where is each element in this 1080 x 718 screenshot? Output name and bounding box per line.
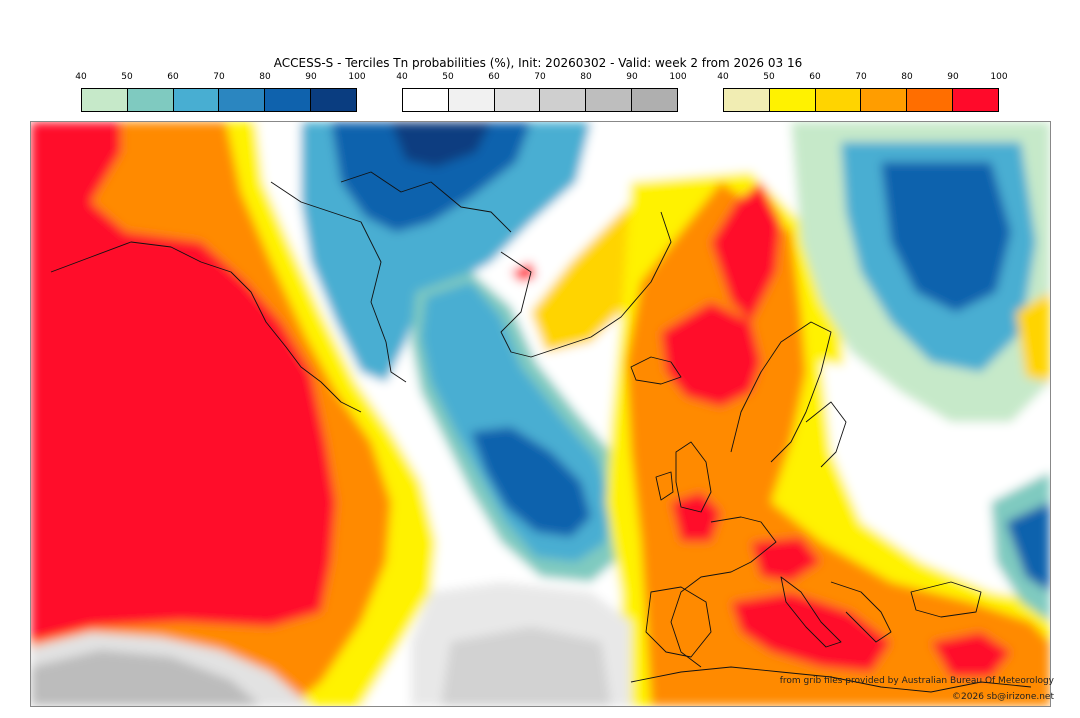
legend-below-ticks: 40 50 60 70 80 90 100 bbox=[75, 72, 365, 86]
legend-tick: 60 bbox=[167, 72, 179, 82]
legend-tick: 80 bbox=[259, 72, 271, 82]
legend-above-ticks: 40 50 60 70 80 90 100 bbox=[717, 72, 1007, 86]
legend-tick: 80 bbox=[580, 72, 592, 82]
coastline-british-isles bbox=[675, 441, 712, 513]
legend-swatch bbox=[82, 89, 128, 111]
legend-normal-ticks: 40 50 60 70 80 90 100 bbox=[396, 72, 686, 86]
legend-above-normal: 40 50 60 70 80 90 100 bbox=[717, 72, 1008, 112]
normal-region-eastern-europe bbox=[821, 362, 1050, 602]
coastline-black-sea bbox=[910, 581, 982, 618]
legend-swatch bbox=[448, 89, 495, 111]
legend-swatch bbox=[265, 89, 312, 111]
legend-swatch bbox=[953, 89, 998, 111]
coastline-scandinavia bbox=[730, 321, 832, 463]
cold-region-atlantic-deep bbox=[471, 427, 591, 537]
legend-swatch bbox=[815, 89, 862, 111]
probability-map bbox=[30, 121, 1051, 707]
legend-swatch bbox=[907, 89, 954, 111]
legend-swatch bbox=[173, 89, 220, 111]
legend-near-normal: 40 50 60 70 80 90 100 bbox=[396, 72, 687, 112]
coastline-alaska-canada bbox=[50, 241, 362, 413]
legend-tick: 40 bbox=[717, 72, 729, 82]
legend-swatch bbox=[127, 89, 174, 111]
cold-region-caspian bbox=[1006, 502, 1050, 592]
cold-region-arctic-canada-deep bbox=[331, 122, 531, 232]
legend-tick: 70 bbox=[855, 72, 867, 82]
coastline-europe-west bbox=[670, 516, 777, 668]
warm-region-pacific-red-top bbox=[31, 122, 106, 217]
coastline-arctic-archipelago bbox=[340, 171, 512, 233]
legend-tick: 60 bbox=[809, 72, 821, 82]
legend-tick: 70 bbox=[213, 72, 225, 82]
coastline-greenland bbox=[500, 211, 672, 358]
warm-region-europe-red-iberia bbox=[671, 492, 721, 542]
legend-tick: 100 bbox=[669, 72, 687, 82]
normal-region-atlantic-south-dark bbox=[441, 627, 611, 706]
legend-swatch bbox=[403, 89, 449, 111]
legend-tick: 90 bbox=[626, 72, 638, 82]
legend-tick: 90 bbox=[947, 72, 959, 82]
legend-swatch bbox=[494, 89, 541, 111]
warm-region-pacific-red bbox=[31, 122, 336, 642]
legend-swatch bbox=[632, 89, 677, 111]
legend-tick: 50 bbox=[121, 72, 133, 82]
coastline-iceland bbox=[630, 356, 682, 385]
legend-swatch bbox=[311, 89, 356, 111]
legend-swatch bbox=[769, 89, 816, 111]
coastlines bbox=[50, 171, 1032, 693]
legend-tick: 50 bbox=[763, 72, 775, 82]
copyright-credit: ©2026 sb@irizone.net bbox=[952, 692, 1054, 702]
coastline-north-africa bbox=[630, 666, 1032, 693]
cold-region-arctic-core bbox=[391, 122, 491, 167]
legend-below-normal: 40 50 60 70 80 90 100 bbox=[75, 72, 366, 112]
map-title: ACCESS-S - Terciles Tn probabilities (%)… bbox=[273, 56, 803, 70]
coastline-baltic bbox=[805, 401, 847, 468]
cold-region-siberia-deep bbox=[881, 162, 1011, 312]
normal-region-southwest-dark bbox=[31, 650, 261, 706]
legend-tick: 80 bbox=[901, 72, 913, 82]
legend-tick: 50 bbox=[442, 72, 454, 82]
legend-tick: 60 bbox=[488, 72, 500, 82]
coastline-balkans-greece bbox=[830, 581, 892, 643]
warm-region-europe-red-scandinavia bbox=[661, 302, 761, 407]
legend-tick: 100 bbox=[348, 72, 366, 82]
legend-above-colorbar bbox=[723, 88, 999, 112]
legend-tick: 40 bbox=[75, 72, 87, 82]
warm-region-east-edge bbox=[1016, 292, 1050, 382]
legend-tick: 40 bbox=[396, 72, 408, 82]
coastline-italy bbox=[780, 576, 842, 648]
legend-tick: 100 bbox=[990, 72, 1008, 82]
legend-swatch bbox=[540, 89, 587, 111]
coastline-hudson-labrador bbox=[270, 181, 407, 383]
legend-tick: 70 bbox=[534, 72, 546, 82]
legend-tick: 90 bbox=[305, 72, 317, 82]
legend-swatch bbox=[724, 89, 770, 111]
legend-swatch bbox=[219, 89, 266, 111]
legend-normal-colorbar bbox=[402, 88, 678, 112]
warm-region-europe-red-north bbox=[711, 182, 781, 322]
data-source-credit: from grib files provided by Australian B… bbox=[779, 676, 1054, 686]
warm-region-mediterranean-red-east bbox=[931, 632, 1011, 677]
legend-below-colorbar bbox=[81, 88, 357, 112]
coastline-ireland bbox=[655, 471, 674, 501]
legend-swatch bbox=[861, 89, 908, 111]
coastline-iberia bbox=[645, 586, 712, 658]
legend-swatch bbox=[586, 89, 633, 111]
